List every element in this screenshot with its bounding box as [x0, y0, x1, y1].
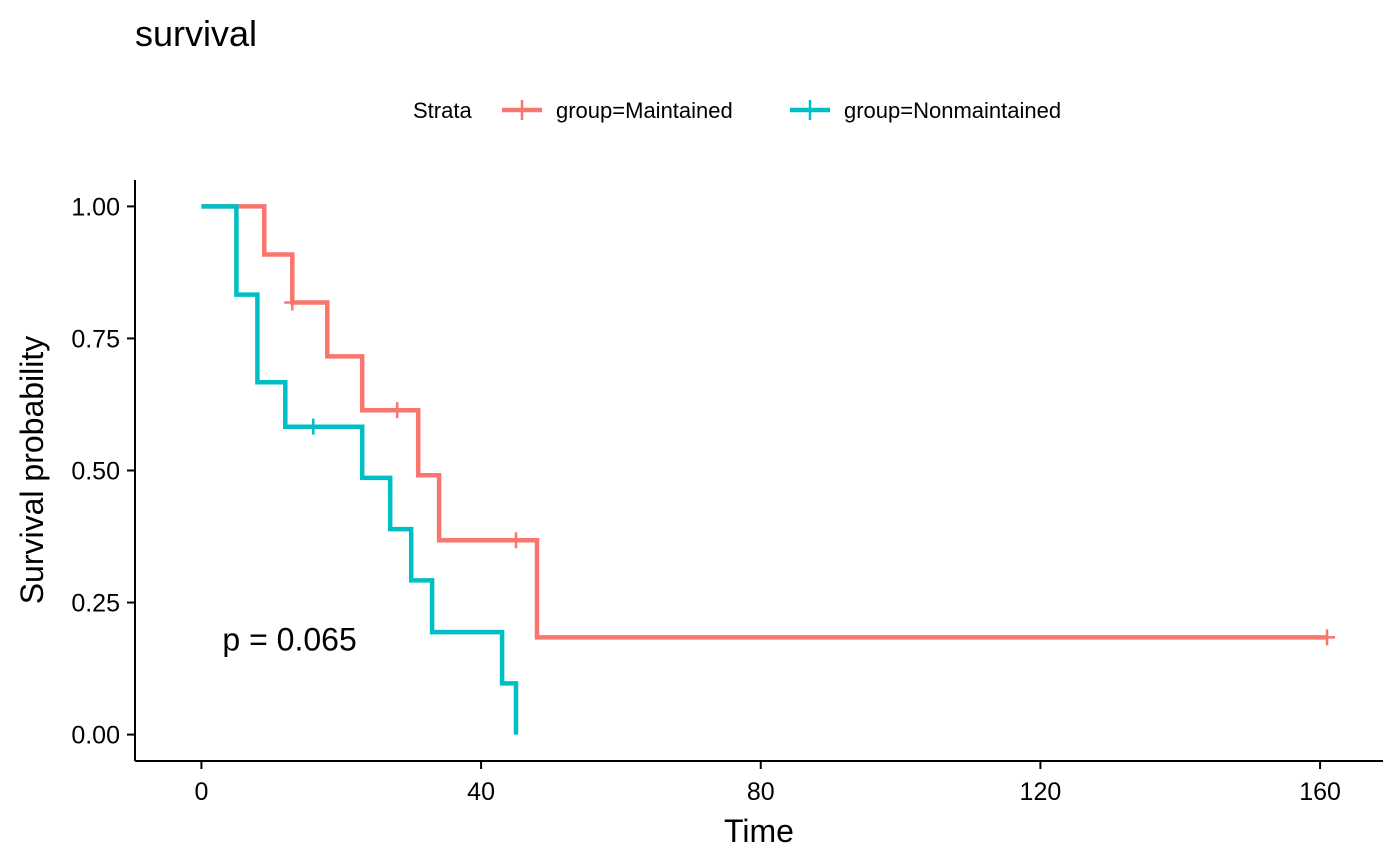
legend-label: group=Nonmaintained	[844, 98, 1061, 123]
x-tick-label: 160	[1299, 778, 1341, 806]
censor-mark	[305, 418, 322, 435]
censor-mark	[389, 402, 406, 419]
y-tick-label: 0.75	[71, 325, 120, 353]
y-tick-label: 0.25	[71, 590, 120, 618]
y-axis: 0.00 0.25 0.50 0.75 1.00 Survival probabilit…	[14, 180, 136, 761]
censor-mark	[508, 532, 525, 549]
x-axis: 0 40 80 120 160 Time	[135, 760, 1383, 849]
censor-mark	[1319, 629, 1336, 646]
legend-title: Strata	[413, 98, 472, 123]
y-tick-label: 0.00	[71, 722, 120, 750]
y-tick-label: 1.00	[71, 193, 120, 221]
x-axis-title: Time	[724, 813, 794, 849]
survival-curve-0	[201, 204, 1328, 640]
censor-mark	[284, 294, 301, 311]
plot-area	[201, 204, 1336, 735]
y-axis-title: Survival probability	[14, 336, 50, 605]
p-value-annotation: p = 0.065	[222, 622, 356, 658]
x-tick-label: 80	[747, 778, 775, 806]
chart-title: survival	[135, 13, 257, 54]
x-tick-label: 120	[1020, 778, 1062, 806]
legend: Strata group=Maintained group=Nonmaintain…	[413, 98, 1061, 123]
survival-curve-1	[201, 204, 519, 735]
y-tick-label: 0.50	[71, 458, 120, 486]
x-tick-label: 40	[467, 778, 495, 806]
legend-label: group=Maintained	[556, 98, 733, 123]
x-tick-label: 0	[194, 778, 208, 806]
